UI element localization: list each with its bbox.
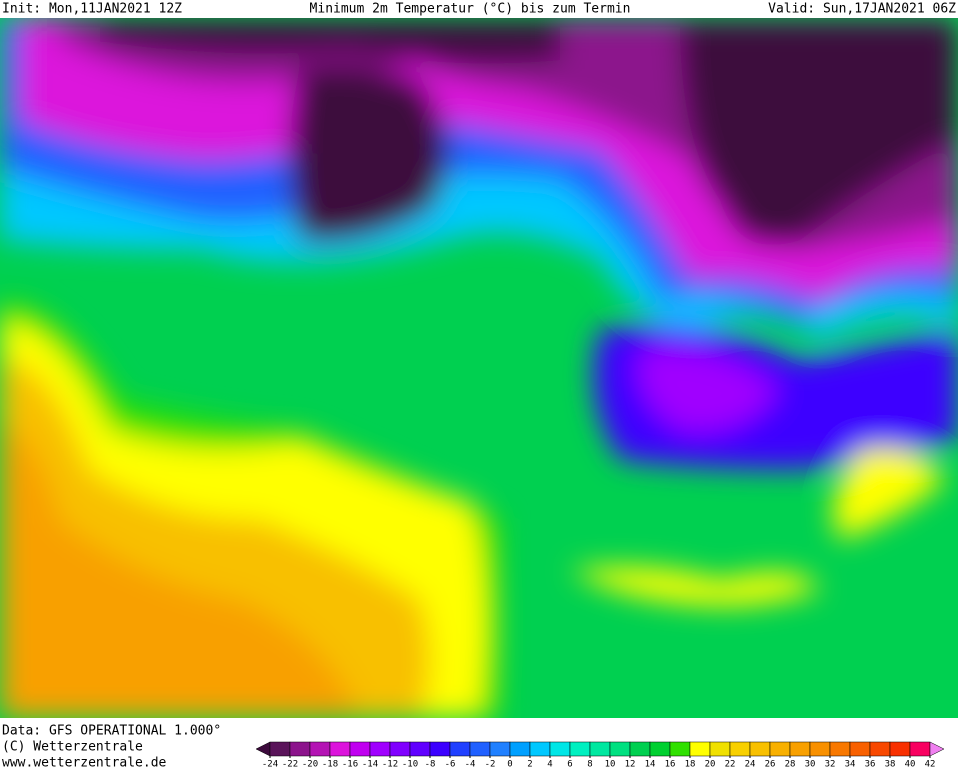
legend-swatch — [609, 741, 631, 757]
legend-arrow — [255, 741, 271, 757]
legend-swatch — [729, 741, 751, 757]
legend-tick-label: 20 — [705, 760, 716, 770]
legend-swatch — [369, 741, 391, 757]
legend-swatch — [889, 741, 911, 757]
legend-swatch — [269, 741, 291, 757]
legend-swatch — [769, 741, 791, 757]
legend-arrow — [929, 741, 945, 757]
legend-tick-label: 6 — [567, 760, 572, 770]
legend-swatch — [289, 741, 311, 757]
legend-swatch — [429, 741, 451, 757]
legend-tick-label: 38 — [885, 760, 896, 770]
legend-swatch — [669, 741, 691, 757]
legend-swatch — [389, 741, 411, 757]
legend-swatch — [509, 741, 531, 757]
legend-tick-label: 2 — [527, 760, 532, 770]
legend-swatch — [829, 741, 851, 757]
legend-swatch — [789, 741, 811, 757]
map-title: Minimum 2m Temperatur (°C) bis zum Termi… — [310, 2, 631, 17]
legend-tick-label: 34 — [845, 760, 856, 770]
legend-tick-label: -22 — [282, 760, 298, 770]
legend-tick-label: 10 — [605, 760, 616, 770]
legend-tick-label: 40 — [905, 760, 916, 770]
copyright: (C) Wetterzentrale — [2, 740, 143, 755]
legend-swatch — [349, 741, 371, 757]
legend-swatch — [469, 741, 491, 757]
legend-swatch — [709, 741, 731, 757]
legend-swatch — [569, 741, 591, 757]
legend-tick-label: 30 — [805, 760, 816, 770]
legend-tick-label: 36 — [865, 760, 876, 770]
legend-tick-label: -14 — [362, 760, 378, 770]
legend-tick-label: -4 — [465, 760, 476, 770]
init-text: Init: Mon,11JAN2021 12Z — [2, 2, 182, 17]
legend-swatch — [689, 741, 711, 757]
legend-tick-label: -10 — [402, 760, 418, 770]
legend-swatch — [589, 741, 611, 757]
legend-tick-label: 26 — [765, 760, 776, 770]
legend-swatch — [809, 741, 831, 757]
legend-tick-label: 28 — [785, 760, 796, 770]
website: www.wetterzentrale.de — [2, 756, 167, 771]
legend-tick-label: 12 — [625, 760, 636, 770]
legend-tick-label: 14 — [645, 760, 656, 770]
valid-text: Valid: Sun,17JAN2021 06Z — [768, 2, 956, 17]
data-source: Data: GFS OPERATIONAL 1.000° — [2, 724, 221, 739]
legend-tick-label: -18 — [322, 760, 338, 770]
color-legend: -24 -22 -20 -18 -16 -14 -12 -10 -8 -6 -4 -2 0 2 4 6 8 10 1… — [255, 741, 945, 770]
legend-tick-label: 22 — [725, 760, 736, 770]
legend-tick-label: 18 — [685, 760, 696, 770]
legend-swatch — [549, 741, 571, 757]
legend-swatch — [529, 741, 551, 757]
legend-swatch — [909, 741, 931, 757]
legend-swatch — [489, 741, 511, 757]
legend-tick-label: 24 — [745, 760, 756, 770]
legend-tick-label: 16 — [665, 760, 676, 770]
legend-tick-label: -8 — [425, 760, 436, 770]
legend-swatch — [749, 741, 771, 757]
legend-swatch — [329, 741, 351, 757]
legend-tick-label: -20 — [302, 760, 318, 770]
legend-tick-label: 4 — [547, 760, 552, 770]
legend-swatch — [629, 741, 651, 757]
legend-tick-label: 8 — [587, 760, 592, 770]
legend-swatch — [869, 741, 891, 757]
legend-tick-label: 42 — [925, 760, 936, 770]
legend-tick-label: -12 — [382, 760, 398, 770]
legend-swatch — [409, 741, 431, 757]
legend-swatch — [309, 741, 331, 757]
legend-swatch — [649, 741, 671, 757]
legend-tick-label: 32 — [825, 760, 836, 770]
temperature-field — [0, 18, 958, 718]
legend-swatch — [849, 741, 871, 757]
header-bar — [0, 0, 958, 18]
legend-tick-label: -2 — [485, 760, 496, 770]
legend-tick-label: 0 — [507, 760, 512, 770]
legend-tick-label: -16 — [342, 760, 358, 770]
legend-swatch — [449, 741, 471, 757]
legend-tick-label: -6 — [445, 760, 456, 770]
legend-tick-label: -24 — [262, 760, 278, 770]
